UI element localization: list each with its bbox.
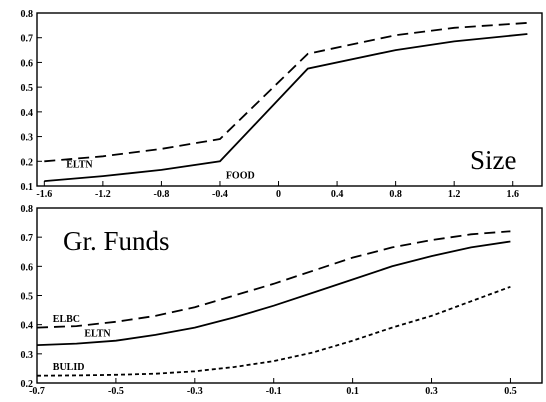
x-tick-label: -0.4 <box>212 189 228 200</box>
y-tick-label: 0.4 <box>21 321 34 332</box>
x-tick-label: -1.6 <box>36 189 52 200</box>
y-tick-label: 0.1 <box>21 182 34 193</box>
y-tick-label: 0.5 <box>21 292 34 303</box>
y-tick-label: 0.7 <box>21 233 34 244</box>
x-tick-label: 0.3 <box>425 386 438 397</box>
size-panel: -1.6 -1.2 -0.8 -0.4 0 0.4 0.8 1.2 1.6 0.1 0.2 0.3 0.… <box>21 9 543 200</box>
x-tick-label: 0.8 <box>389 189 402 200</box>
line-annotation: BULID <box>53 362 85 373</box>
plot-frame <box>36 12 543 187</box>
x-tick-label: -0.7 <box>29 386 45 397</box>
y-tick-label: 0.4 <box>21 108 34 119</box>
x-tick-label: 1.2 <box>448 189 461 200</box>
x-tick-label: -1.2 <box>95 189 111 200</box>
line-annotation: ELBC <box>53 314 80 325</box>
x-tick-label: -0.8 <box>153 189 169 200</box>
y-tick-label: 0.3 <box>21 133 34 144</box>
x-tick-label: 0.5 <box>504 386 517 397</box>
series-line-eltn <box>36 240 511 346</box>
y-tick-label: 0.6 <box>21 58 34 69</box>
x-tick-label: 0 <box>276 189 281 200</box>
series-line-eltn <box>44 22 528 163</box>
x-tick-label: -0.5 <box>108 386 124 397</box>
series-line-solid-1 <box>44 33 528 182</box>
x-tick-label: -0.1 <box>266 386 282 397</box>
x-tick-label: 0.4 <box>331 189 344 200</box>
growth-funds-panel: -0.7 -0.5 -0.3 -0.1 0.1 0.3 0.5 0.2 0.3 0.4 0.5 0.6… <box>21 204 543 397</box>
y-tick-label: 0.8 <box>21 204 34 215</box>
y-tick-label: 0.8 <box>21 9 34 20</box>
panel-title: Gr. Funds <box>63 226 170 256</box>
panel-title: Size <box>470 145 517 175</box>
y-tick-label: 0.2 <box>21 379 34 390</box>
x-tick-label: -0.3 <box>187 386 203 397</box>
series-line-bulid <box>36 285 511 377</box>
x-tick-label: 1.6 <box>506 189 519 200</box>
line-annotation: ELTN <box>66 159 93 170</box>
y-tick-label: 0.3 <box>21 350 34 361</box>
y-tick-label: 0.7 <box>21 34 34 45</box>
y-tick-label: 0.2 <box>21 157 34 168</box>
line-annotation: FOOD <box>226 171 255 182</box>
series-line-elbc <box>36 230 511 329</box>
y-tick-label: 0.6 <box>21 262 34 273</box>
x-tick-label: 0.1 <box>346 386 359 397</box>
y-tick-label: 0.5 <box>21 83 34 94</box>
line-annotation: ELTN <box>84 328 111 339</box>
